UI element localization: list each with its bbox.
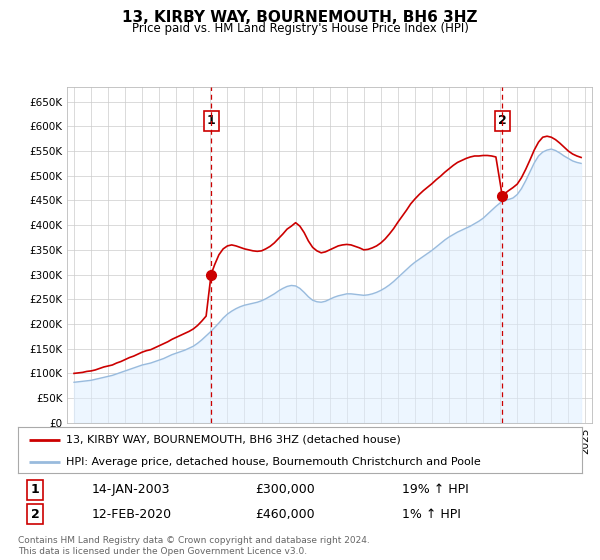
Text: 13, KIRBY WAY, BOURNEMOUTH, BH6 3HZ (detached house): 13, KIRBY WAY, BOURNEMOUTH, BH6 3HZ (det… xyxy=(66,435,401,445)
Text: 12-FEB-2020: 12-FEB-2020 xyxy=(91,508,172,521)
Text: 2: 2 xyxy=(498,114,506,128)
Text: £300,000: £300,000 xyxy=(255,483,314,496)
Text: 1% ↑ HPI: 1% ↑ HPI xyxy=(401,508,460,521)
Text: 19% ↑ HPI: 19% ↑ HPI xyxy=(401,483,468,496)
Text: HPI: Average price, detached house, Bournemouth Christchurch and Poole: HPI: Average price, detached house, Bour… xyxy=(66,457,481,466)
Text: 14-JAN-2003: 14-JAN-2003 xyxy=(91,483,170,496)
Text: Contains HM Land Registry data © Crown copyright and database right 2024.
This d: Contains HM Land Registry data © Crown c… xyxy=(18,536,370,556)
Text: £460,000: £460,000 xyxy=(255,508,314,521)
Text: 1: 1 xyxy=(206,114,215,128)
Text: 1: 1 xyxy=(31,483,39,496)
Text: 13, KIRBY WAY, BOURNEMOUTH, BH6 3HZ: 13, KIRBY WAY, BOURNEMOUTH, BH6 3HZ xyxy=(122,10,478,25)
Text: Price paid vs. HM Land Registry's House Price Index (HPI): Price paid vs. HM Land Registry's House … xyxy=(131,22,469,35)
Text: 2: 2 xyxy=(31,508,39,521)
